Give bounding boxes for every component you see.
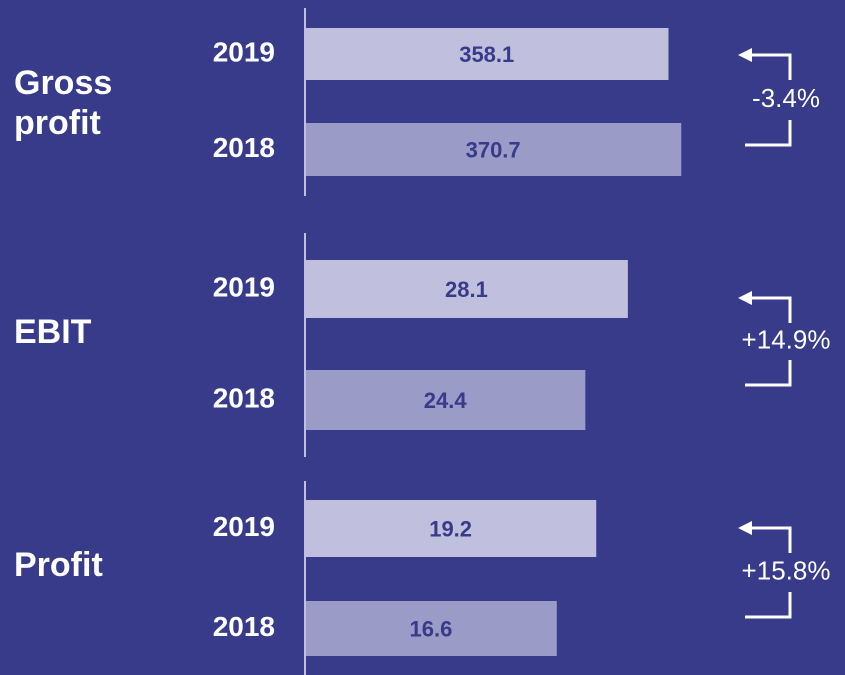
bracket (745, 526, 792, 619)
bar (305, 601, 557, 656)
bar (305, 370, 586, 430)
bar (305, 260, 628, 318)
category-label: 2018 (213, 132, 275, 163)
change-label: +15.8% (742, 555, 831, 585)
bar (305, 500, 597, 557)
arrow-head (738, 521, 752, 535)
category-label: 2018 (213, 611, 275, 642)
group-title: Profit (14, 546, 103, 584)
bar (305, 123, 682, 176)
category-label: 2018 (213, 382, 275, 413)
change-label: +14.9% (742, 324, 831, 354)
bracket (745, 53, 792, 147)
bar-label: 16.6 (409, 616, 452, 641)
bar-label: 28.1 (445, 277, 488, 302)
arrow-head (738, 48, 752, 62)
change-label: -3.4% (752, 83, 820, 113)
bar (305, 28, 669, 80)
bar-label: 19.2 (429, 516, 472, 541)
category-label: 2019 (213, 36, 275, 67)
bar-label: 24.4 (424, 388, 468, 413)
group-title: Gross profit (14, 64, 113, 142)
category-label: 2019 (213, 271, 275, 302)
arrow-head (738, 291, 752, 305)
group-title: EBIT (14, 313, 92, 351)
bar-label: 370.7 (466, 137, 521, 162)
bar-label: 358.1 (459, 42, 514, 67)
category-label: 2019 (213, 511, 275, 542)
bracket (745, 296, 792, 387)
